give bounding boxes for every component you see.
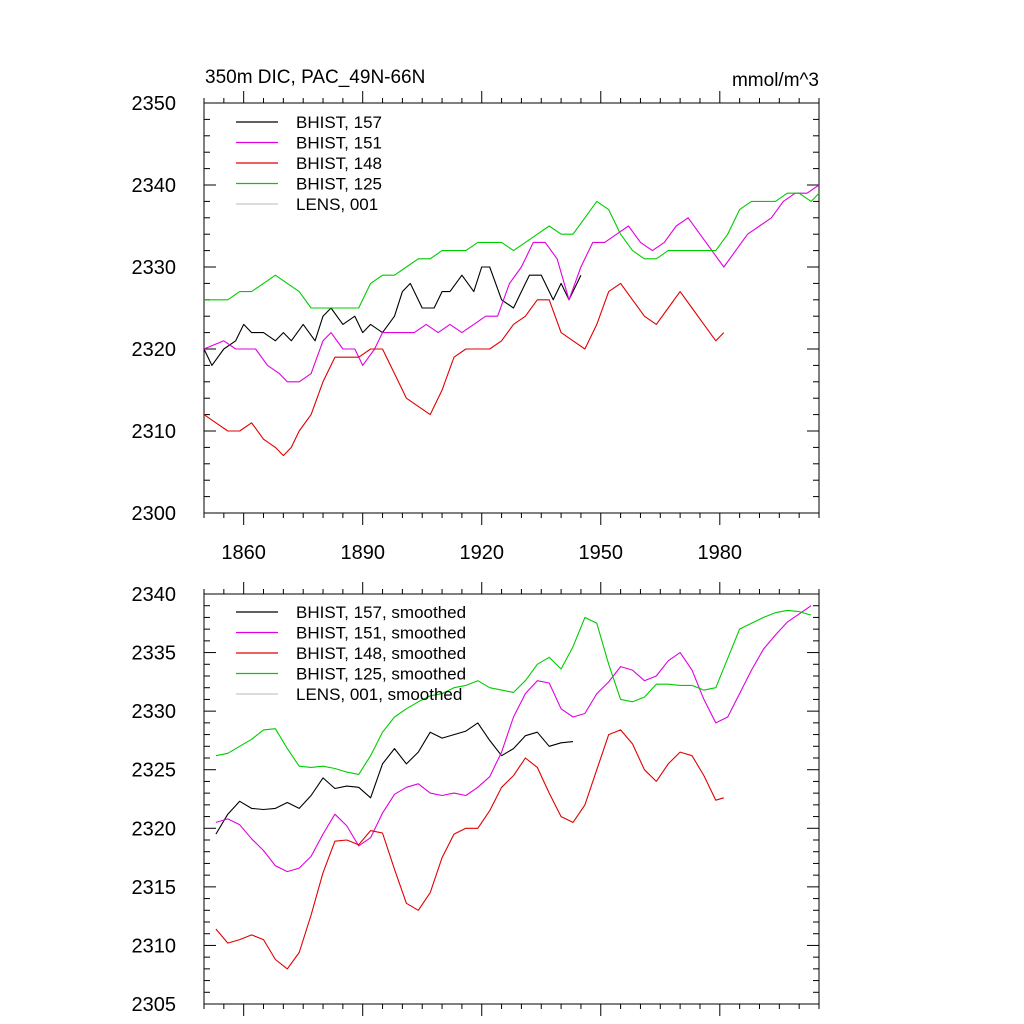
y-tick-label: 2320 xyxy=(132,818,177,840)
x-tick-label: 1890 xyxy=(340,542,385,564)
y-tick-label: 2300 xyxy=(132,503,177,525)
legend-label: BHIST, 125, smoothed xyxy=(296,665,466,684)
y-tick-label: 2350 xyxy=(132,93,177,115)
y-tick-label: 2330 xyxy=(132,257,177,279)
y-tick-label: 2310 xyxy=(132,935,177,957)
legend-label: BHIST, 125 xyxy=(296,175,382,194)
legend-label: BHIST, 157, smoothed xyxy=(296,603,466,622)
y-tick-label: 2310 xyxy=(132,421,177,443)
y-tick-label: 2325 xyxy=(132,760,177,782)
y-tick-label: 2330 xyxy=(132,701,177,723)
legend-label: BHIST, 157 xyxy=(296,113,382,132)
top-plot-frame xyxy=(203,102,820,514)
series-line-bhist-157 xyxy=(203,266,582,366)
units-label: mmol/m^3 xyxy=(732,70,819,91)
chart-title: 350m DIC, PAC_49N-66N xyxy=(205,67,425,88)
y-tick-label: 2335 xyxy=(132,643,177,665)
y-tick-label: 2340 xyxy=(132,175,177,197)
y-tick-label: 2320 xyxy=(132,339,177,361)
y-tick-label: 2305 xyxy=(132,994,177,1016)
x-tick-label: 1980 xyxy=(698,542,743,564)
legend-label: BHIST, 148 xyxy=(296,154,382,173)
series-line-bhist-151 xyxy=(203,184,820,383)
top-axis-ticks: 2300 2310 2320 2330 2340 2350 1860 1890 1920 1950… xyxy=(132,91,820,564)
legend-label: BHIST, 151 xyxy=(296,134,382,153)
bottom-panel: 2305 2310 2315 2320 2325 2330 2335 2340 BHIST, … xyxy=(132,582,820,1016)
x-tick-label: 1920 xyxy=(459,542,504,564)
bottom-legend: BHIST, 157, smoothed BHIST, 151, smoothed… xyxy=(236,603,466,704)
x-tick-label: 1950 xyxy=(579,542,624,564)
y-tick-label: 2315 xyxy=(132,877,177,899)
bottom-axis-ticks: 2305 2310 2315 2320 2325 2330 2335 2340 xyxy=(132,582,820,1016)
series-line-bhist-125 xyxy=(204,192,820,309)
x-tick-label: 1860 xyxy=(221,542,266,564)
series-line-bhist-157 xyxy=(215,722,574,835)
series-line-bhist-148 xyxy=(203,282,725,457)
bottom-plot-frame xyxy=(203,593,820,1005)
legend-label: LENS, 001, smoothed xyxy=(296,685,462,704)
legend-label: BHIST, 148, smoothed xyxy=(296,644,466,663)
y-tick-label: 2340 xyxy=(132,584,177,606)
series-line-bhist-148 xyxy=(215,729,724,970)
series-line-bhist-125 xyxy=(215,609,812,775)
series-line-bhist-151 xyxy=(215,605,812,873)
top-panel: 2300 2310 2320 2330 2340 2350 1860 1890 1920 1950… xyxy=(132,91,820,564)
legend-label: BHIST, 151, smoothed xyxy=(296,624,466,643)
bottom-series-lines xyxy=(215,605,812,970)
legend-label: LENS, 001 xyxy=(296,195,378,214)
top-series-lines xyxy=(203,184,820,457)
